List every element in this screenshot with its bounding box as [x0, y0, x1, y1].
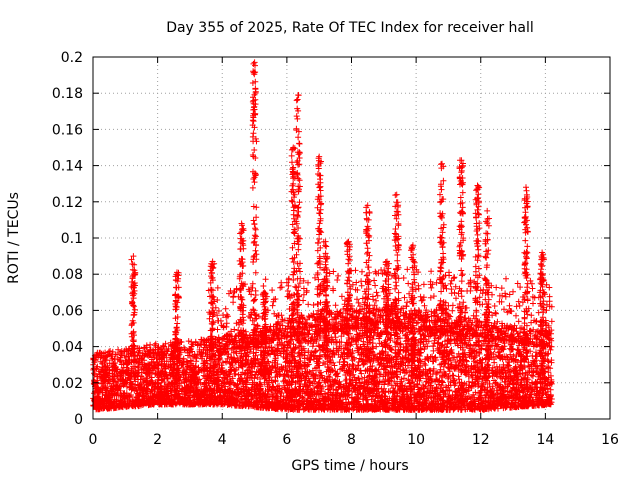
x-tick-label: 16 [601, 432, 619, 448]
y-tick-label: 0.2 [61, 50, 83, 66]
y-axis-label: ROTI / TECUs [6, 192, 22, 284]
x-tick-label: 14 [536, 432, 554, 448]
x-tick-label: 4 [218, 432, 227, 448]
y-tick-label: 0.12 [52, 195, 83, 211]
y-tick-label: 0.14 [52, 159, 83, 175]
y-tick-label: 0.18 [52, 86, 83, 102]
y-tick-labels: 0 0.02 0.04 0.06 0.08 0.1 0.12 0.14 0.16 0.18 0.2 [52, 50, 83, 428]
y-tick-label: 0.02 [52, 376, 83, 392]
x-tick-label: 8 [347, 432, 356, 448]
x-tick-label: 12 [472, 432, 490, 448]
x-tick-label: 0 [89, 432, 98, 448]
axis-ticks [92, 56, 611, 420]
y-tick-label: 0 [74, 412, 83, 428]
data-points [90, 59, 555, 413]
y-tick-label: 0.1 [61, 231, 83, 247]
x-axis-label: GPS time / hours [291, 458, 408, 474]
grid-lines [93, 57, 610, 419]
y-tick-label: 0.04 [52, 340, 83, 356]
x-tick-label: 10 [407, 432, 425, 448]
roti-point-markers [90, 59, 555, 413]
chart-title: Day 355 of 2025, Rate Of TEC Index for r… [166, 20, 534, 36]
y-tick-label: 0.06 [52, 303, 83, 319]
y-tick-label: 0.08 [52, 267, 83, 283]
x-tick-label: 6 [282, 432, 291, 448]
y-tick-label: 0.16 [52, 122, 83, 138]
x-tick-labels: 0 2 4 6 8 10 12 14 16 [89, 432, 619, 448]
x-tick-label: 2 [153, 432, 162, 448]
